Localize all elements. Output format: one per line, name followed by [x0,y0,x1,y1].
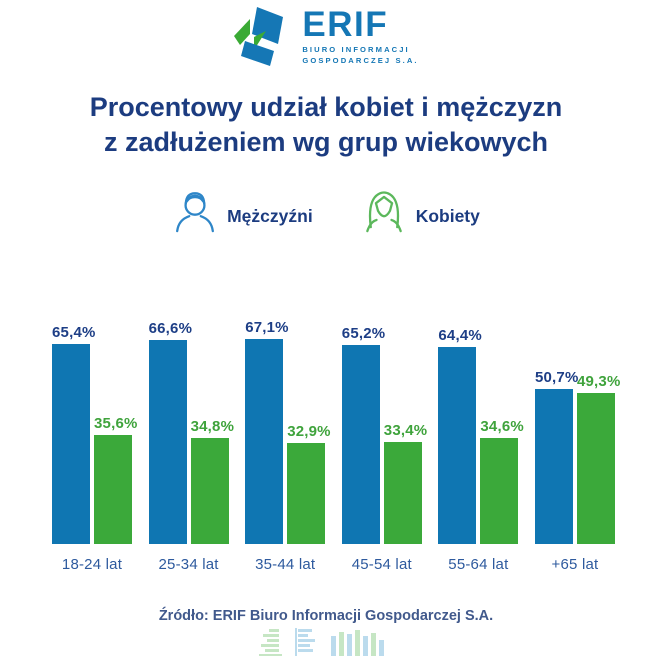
bar-column-women: 34,6% [480,418,524,544]
chart-group: 65,4% 35,6% [52,324,137,544]
bar-column-men: 66,6% [148,320,192,544]
bar-value-label-men: 65,2% [341,324,386,342]
bar-column-women: 35,6% [94,415,137,544]
bar-women [94,435,132,544]
bar-column-women: 34,8% [190,418,234,544]
logo-brand-text: ERIF [302,5,389,45]
bar-column-women: 32,9% [287,423,331,544]
pyramid-bars-blue-icon [295,628,315,656]
erif-cube-logo-icon [234,7,284,66]
x-axis-labels: 18-24 lat 25-34 lat 35-44 lat 45-54 lat 55-6… [0,556,652,573]
legend-item-men: Mężczyźni [172,188,313,234]
bar-women [287,443,326,544]
bar-chart: 65,4% 35,6% 66,6% 34,8% 67,1% 32,9% 65,2% 33,4%… [0,304,652,544]
bar-value-label-women: 35,6% [94,415,138,433]
man-icon [176,192,215,233]
bar-value-label-men: 65,4% [52,323,96,341]
woman-icon [365,191,402,233]
x-axis-label: 18-24 lat [61,556,123,573]
logo-subtitle-line1: BIURO INFORMACJI [302,44,410,54]
page-title-line2: z zadłużeniem wg grup wiekowych [103,127,549,157]
logo-text: ERIF BIURO INFORMACJI GOSPODARCZEJ S.A. [302,7,418,65]
source-text: Źródło: ERIF Biuro Informacji Gospodarcz… [158,608,494,624]
bar-value-label-women: 33,4% [383,421,428,439]
chart-group: 64,4% 34,6% [438,327,524,544]
legend-label-men: Mężczyźni [227,206,313,226]
bar-value-label-men: 50,7% [534,368,579,386]
bar-column-women: 49,3% [576,373,620,544]
bar-column-men: 64,4% [438,327,482,544]
bar-women [383,441,422,544]
bar-men [148,340,187,544]
bar-column-men: 50,7% [534,369,578,544]
bar-women [576,393,615,544]
bar-men [52,343,90,544]
bar-men [245,338,284,544]
bar-men [438,346,477,544]
logo-subtitle-line2: GOSPODARCZEJ S.A. [302,55,419,65]
footer-watermark [0,628,652,656]
chart-legend: Mężczyźni Kobiety [0,188,652,234]
bar-column-men: 67,1% [245,319,289,544]
x-axis-label: 45-54 lat [351,556,412,573]
mini-bar-chart-icon [331,630,384,656]
bar-column-men: 65,2% [341,325,385,544]
bar-column-women: 33,4% [383,422,427,544]
x-axis-label: 25-34 lat [158,556,219,573]
bar-column-men: 65,4% [52,324,95,544]
bar-value-label-women: 34,6% [480,418,524,436]
chart-group: 50,7% 49,3% [534,369,620,544]
x-axis-label: 35-44 lat [255,556,316,573]
chart-group: 66,6% 34,8% [148,320,234,544]
bar-value-label-women: 32,9% [287,423,331,441]
bar-value-label-women: 49,3% [576,373,621,391]
bar-women [480,438,519,544]
chart-group: 67,1% 32,9% [245,319,331,544]
bar-men [341,344,380,544]
bar-women [190,437,229,544]
bar-value-label-women: 34,8% [190,417,235,435]
page-title: Procentowy udział kobiet i mężczyzn z za… [0,90,652,160]
erif-logo: ERIF BIURO INFORMACJI GOSPODARCZEJ S.A. [0,6,652,66]
bar-value-label-men: 66,6% [148,320,193,338]
bar-value-label-men: 67,1% [245,318,289,336]
bar-value-label-men: 64,4% [438,326,482,344]
page-title-line1: Procentowy udział kobiet i mężczyzn [89,92,563,122]
x-axis-label: 55-64 lat [448,556,509,573]
pyramid-bars-green-icon [259,629,282,656]
bar-men [534,388,573,544]
legend-label-women: Kobiety [415,206,480,226]
legend-item-women: Kobiety [361,188,480,234]
x-axis-label: +65 lat [551,556,599,573]
chart-group: 65,2% 33,4% [341,325,427,544]
